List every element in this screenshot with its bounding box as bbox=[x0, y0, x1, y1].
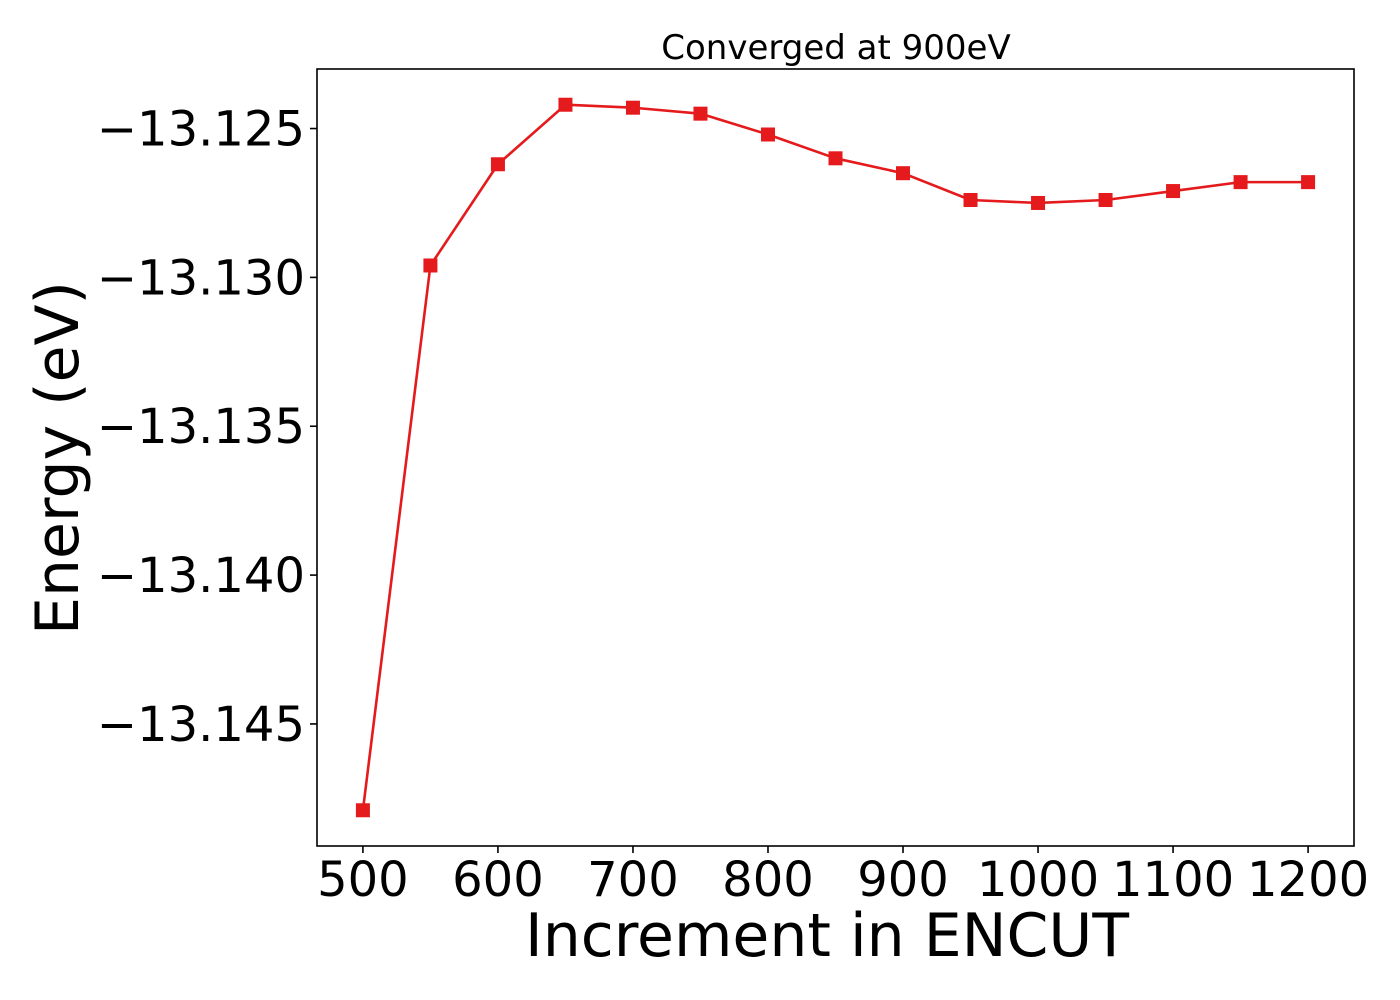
x-tick-label: 900 bbox=[857, 852, 949, 908]
y-axis-ticks: −13.125 −13.130 −13.135 −13.140 −13.145 bbox=[97, 102, 317, 753]
x-tick-label: 500 bbox=[317, 852, 409, 908]
data-point-marker bbox=[1301, 175, 1316, 190]
data-point-marker bbox=[423, 258, 438, 273]
x-tick-label: 700 bbox=[587, 852, 679, 908]
data-point-marker bbox=[558, 97, 573, 112]
data-point-marker bbox=[1233, 175, 1248, 190]
chart-title: Converged at 900eV bbox=[661, 28, 1010, 68]
y-tick-label: −13.135 bbox=[97, 399, 305, 455]
plot-frame bbox=[316, 68, 1355, 847]
data-point-marker bbox=[896, 166, 911, 181]
data-point-marker bbox=[693, 106, 708, 121]
data-point-marker bbox=[490, 157, 505, 172]
data-point-marker bbox=[625, 100, 640, 115]
data-point-marker bbox=[355, 803, 370, 818]
x-tick-label: 1100 bbox=[1112, 852, 1234, 908]
x-axis-ticks: 500 600 700 800 900 1000 1100 1200 bbox=[317, 846, 1369, 908]
data-point-marker bbox=[1098, 192, 1113, 207]
x-tick-label: 800 bbox=[722, 852, 814, 908]
y-tick-label: −13.125 bbox=[97, 102, 305, 158]
data-point-marker bbox=[963, 192, 978, 207]
data-point-marker bbox=[828, 151, 843, 166]
x-axis-title: Increment in ENCUT bbox=[525, 901, 1129, 971]
y-axis-title: Energy (eV) bbox=[23, 281, 93, 635]
x-tick-label: 1000 bbox=[977, 852, 1099, 908]
x-tick-label: 1200 bbox=[1247, 852, 1369, 908]
data-point-marker bbox=[1031, 195, 1046, 210]
data-point-marker bbox=[1166, 184, 1181, 199]
y-tick-label: −13.140 bbox=[97, 548, 305, 604]
y-tick-label: −13.145 bbox=[97, 697, 305, 753]
series-layer bbox=[355, 97, 1316, 818]
data-point-marker bbox=[760, 127, 775, 142]
x-tick-label: 600 bbox=[452, 852, 544, 908]
y-tick-label: −13.130 bbox=[97, 250, 305, 306]
